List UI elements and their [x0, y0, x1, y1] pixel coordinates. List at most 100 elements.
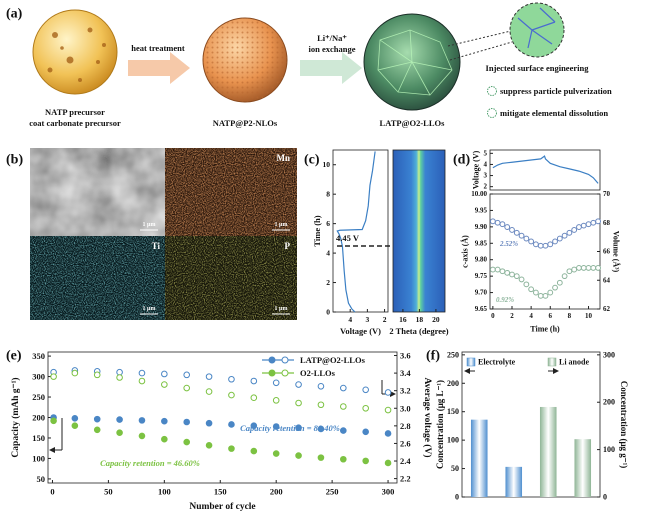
data-point	[384, 389, 392, 396]
y2-tick-label: 0	[603, 493, 607, 502]
process-label: heat treatment	[131, 43, 185, 53]
map-label: Mn	[277, 153, 291, 163]
step-label: NATP precursor	[45, 107, 105, 117]
benefit: mitigate elemental dissolution	[500, 108, 608, 118]
data-point	[595, 265, 601, 271]
data-point	[556, 279, 563, 286]
data-point	[116, 429, 123, 436]
data-point	[228, 375, 235, 383]
data-point	[205, 388, 213, 395]
x-tick-label: 150	[214, 487, 227, 497]
data-point	[228, 445, 235, 452]
y2-tick-label: 70	[603, 190, 611, 198]
bar	[505, 466, 523, 497]
data-point	[509, 227, 515, 233]
data-point	[250, 422, 258, 429]
x-tick-label: 10	[585, 312, 593, 320]
data-point	[504, 269, 511, 276]
data-point	[585, 265, 592, 271]
data-point	[509, 271, 515, 278]
y2-axis-label: Volume (Å³)	[612, 231, 621, 273]
y-tick-label: 8	[326, 190, 330, 199]
data-point	[317, 425, 325, 433]
y2-tick-label: 3.0	[400, 403, 411, 413]
plot-frame	[489, 149, 601, 191]
panel-label: (a)	[6, 7, 23, 22]
y2-tick-label: 200	[603, 398, 615, 407]
x-tick-label: 0	[491, 312, 495, 320]
data-point	[523, 281, 530, 288]
data-point	[566, 268, 573, 275]
inset-mesh	[517, 7, 556, 49]
scale-bar-label: 1 μm	[275, 306, 288, 312]
data-point	[71, 415, 79, 422]
data-point	[205, 442, 213, 449]
data-point	[205, 373, 213, 380]
y-tick-label: 2	[484, 183, 488, 191]
legend-swatch	[466, 357, 476, 367]
bullet	[487, 108, 497, 118]
data-point	[590, 219, 597, 226]
data-point	[250, 394, 258, 402]
step-label: LATP@O2-LLOs	[380, 118, 446, 128]
surface-mesh	[377, 29, 453, 96]
x-tick-label: 4	[529, 312, 533, 320]
ti-map	[30, 236, 165, 320]
scale-bar-label: 1 μm	[143, 222, 156, 228]
annotation: Capacity retention = 80.40%	[240, 423, 340, 433]
annotation: 2.52%	[499, 240, 518, 248]
data-point	[528, 286, 535, 293]
particle-texture	[203, 18, 287, 102]
plot-frame	[489, 193, 601, 310]
data-point	[561, 273, 568, 280]
x-tick-label: 0	[50, 487, 54, 497]
y2-tick-label: 2.2	[400, 474, 411, 484]
data-point	[116, 416, 123, 423]
x-axis-label: Number of cycle	[189, 502, 255, 512]
data-point	[533, 241, 539, 248]
y-tick-label: 6	[326, 219, 330, 228]
data-point	[552, 238, 558, 245]
data-point	[138, 432, 146, 440]
y-tick-label: 4	[326, 249, 330, 258]
data-point	[93, 426, 101, 434]
data-point	[489, 218, 496, 225]
data-point	[595, 218, 601, 225]
panel-label: (b)	[6, 153, 23, 168]
data-point	[116, 368, 123, 376]
panel-label: (c)	[304, 153, 320, 168]
y-axis-label: Voltage (V)	[472, 150, 481, 189]
scale-bar-label: 1 μm	[275, 222, 288, 228]
data-point	[384, 406, 392, 414]
scale-bars	[140, 229, 290, 315]
y-tick-label: 50	[37, 474, 46, 484]
data-point	[340, 455, 347, 463]
y2-tick-label: 100	[603, 445, 615, 454]
data-point	[576, 265, 582, 271]
data-point	[513, 273, 520, 280]
x-tick-label: 100	[158, 487, 171, 497]
process-arrow	[128, 52, 190, 84]
x-tick-label: 8	[568, 312, 572, 320]
step-label: NATP@P2-NLOs	[213, 118, 278, 128]
heatmap	[393, 150, 445, 312]
x-tick-label: 16	[399, 315, 407, 324]
benefit: suppress particle pulverization	[500, 86, 612, 96]
process-label: Li⁺/Na⁺	[317, 33, 347, 43]
data-point	[384, 430, 392, 437]
y-axis-label: Capacity (mAh g⁻¹)	[10, 377, 21, 457]
y-tick-label: 9.95	[475, 206, 488, 214]
data-point	[250, 447, 258, 455]
y-tick-label: 10	[323, 160, 331, 169]
data-point	[71, 422, 79, 429]
data-point	[161, 417, 168, 425]
data-point	[580, 265, 587, 271]
y-tick-label: 150	[447, 407, 459, 416]
x-tick-label: 6	[549, 312, 553, 320]
precursor-particle	[32, 9, 118, 95]
y2-tick-label: 2.4	[400, 456, 411, 466]
y-tick-label: 100	[32, 453, 45, 463]
legend-marker	[281, 356, 289, 364]
x-tick-label: 4	[348, 315, 352, 324]
y-tick-label: 2	[326, 278, 330, 287]
